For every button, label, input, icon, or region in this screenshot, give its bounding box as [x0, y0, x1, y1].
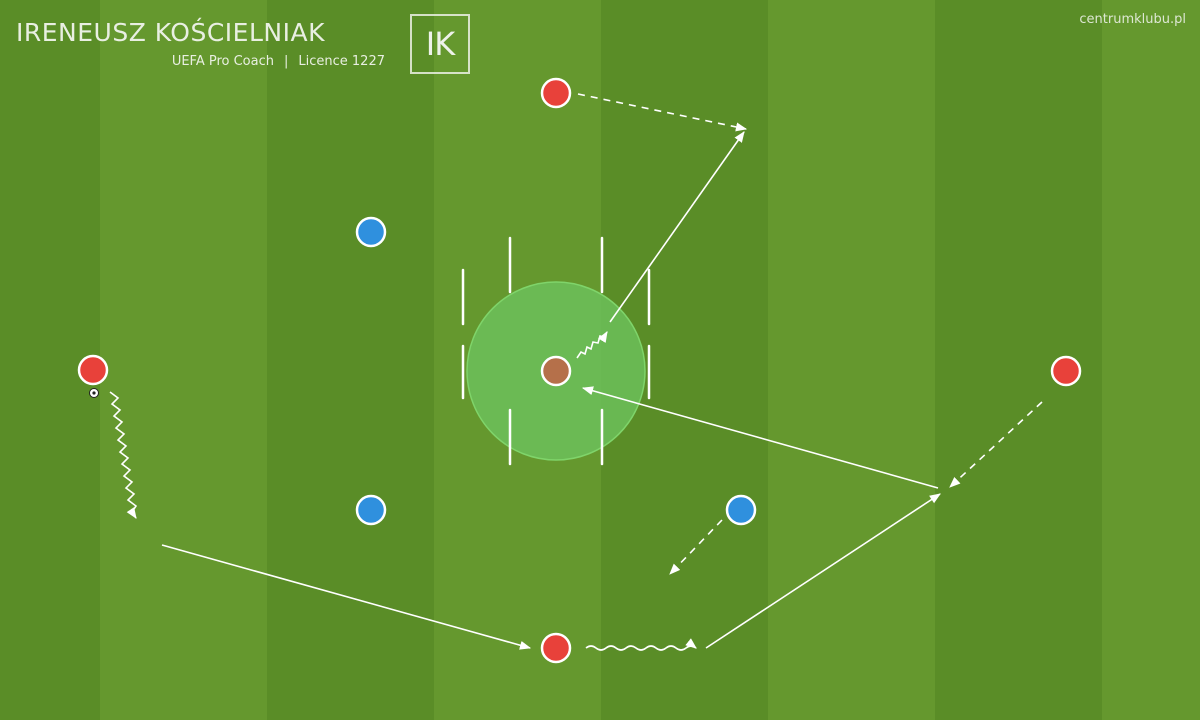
- website-label: centrumklubu.pl: [1079, 12, 1186, 27]
- dribble-line: [585, 638, 697, 651]
- pass-line: [609, 131, 745, 323]
- credentials-separator: |: [284, 54, 289, 69]
- red-player-top: [540, 77, 572, 109]
- run-line: [949, 401, 1043, 488]
- coach-credentials: UEFA Pro Coach | Licence 1227: [0, 54, 385, 69]
- blue-player-bottom-left: [355, 494, 387, 526]
- coach-licence: Licence 1227: [298, 54, 385, 69]
- pass-line: [705, 493, 941, 649]
- pass-line: [161, 544, 532, 650]
- red-player-right: [1050, 355, 1082, 387]
- pass-line: [581, 386, 939, 489]
- dribble-line: [109, 391, 138, 519]
- coach-name: IRENEUSZ KOŚCIELNIAK: [16, 18, 325, 47]
- ik-monogram-logo: IK: [410, 14, 470, 74]
- movement-lines: [109, 93, 1043, 651]
- red-player-left: [77, 354, 109, 386]
- blue-player-bottom-right: [725, 494, 757, 526]
- coach-role: UEFA Pro Coach: [171, 54, 274, 69]
- players: [77, 77, 1082, 664]
- soccer-ball-icon: [89, 388, 99, 398]
- blue-player-top-left: [355, 216, 387, 248]
- neutral-player-center: [540, 355, 572, 387]
- mini-goal-poles: [461, 236, 651, 466]
- dribble-line: [576, 331, 608, 359]
- run-line: [577, 93, 748, 132]
- red-player-bottom: [540, 632, 572, 664]
